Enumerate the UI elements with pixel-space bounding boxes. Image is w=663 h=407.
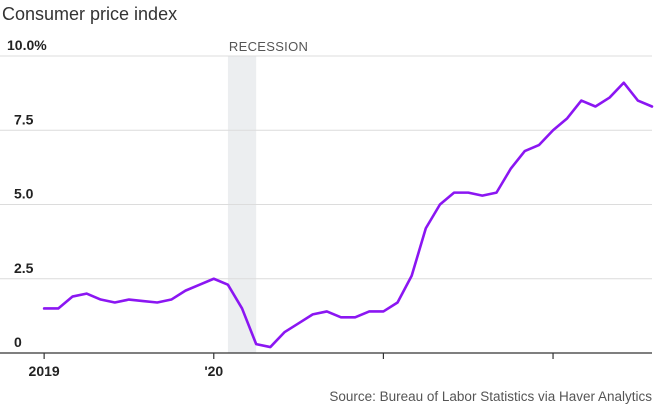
x-axis: 2019 '20 xyxy=(0,352,652,379)
chart-title: Consumer price index xyxy=(2,4,177,24)
series-layer xyxy=(42,81,654,349)
recession-label: RECESSION xyxy=(229,39,308,54)
y-tick-label: 10.0% xyxy=(7,37,47,53)
y-tick-label: 0 xyxy=(14,334,22,350)
y-tick-label: 7.5 xyxy=(14,111,34,127)
source-note: Source: Bureau of Labor Statistics via H… xyxy=(329,389,652,404)
x-tick-label: '20 xyxy=(204,363,223,379)
gridlines xyxy=(0,55,652,280)
y-axis-ticks: 0 2.5 5.0 7.5 10.0% xyxy=(7,37,47,350)
cpi-series-line xyxy=(42,81,654,349)
y-tick-label: 5.0 xyxy=(14,186,34,202)
y-tick-label: 2.5 xyxy=(14,260,34,276)
x-tick-label: 2019 xyxy=(29,363,60,379)
